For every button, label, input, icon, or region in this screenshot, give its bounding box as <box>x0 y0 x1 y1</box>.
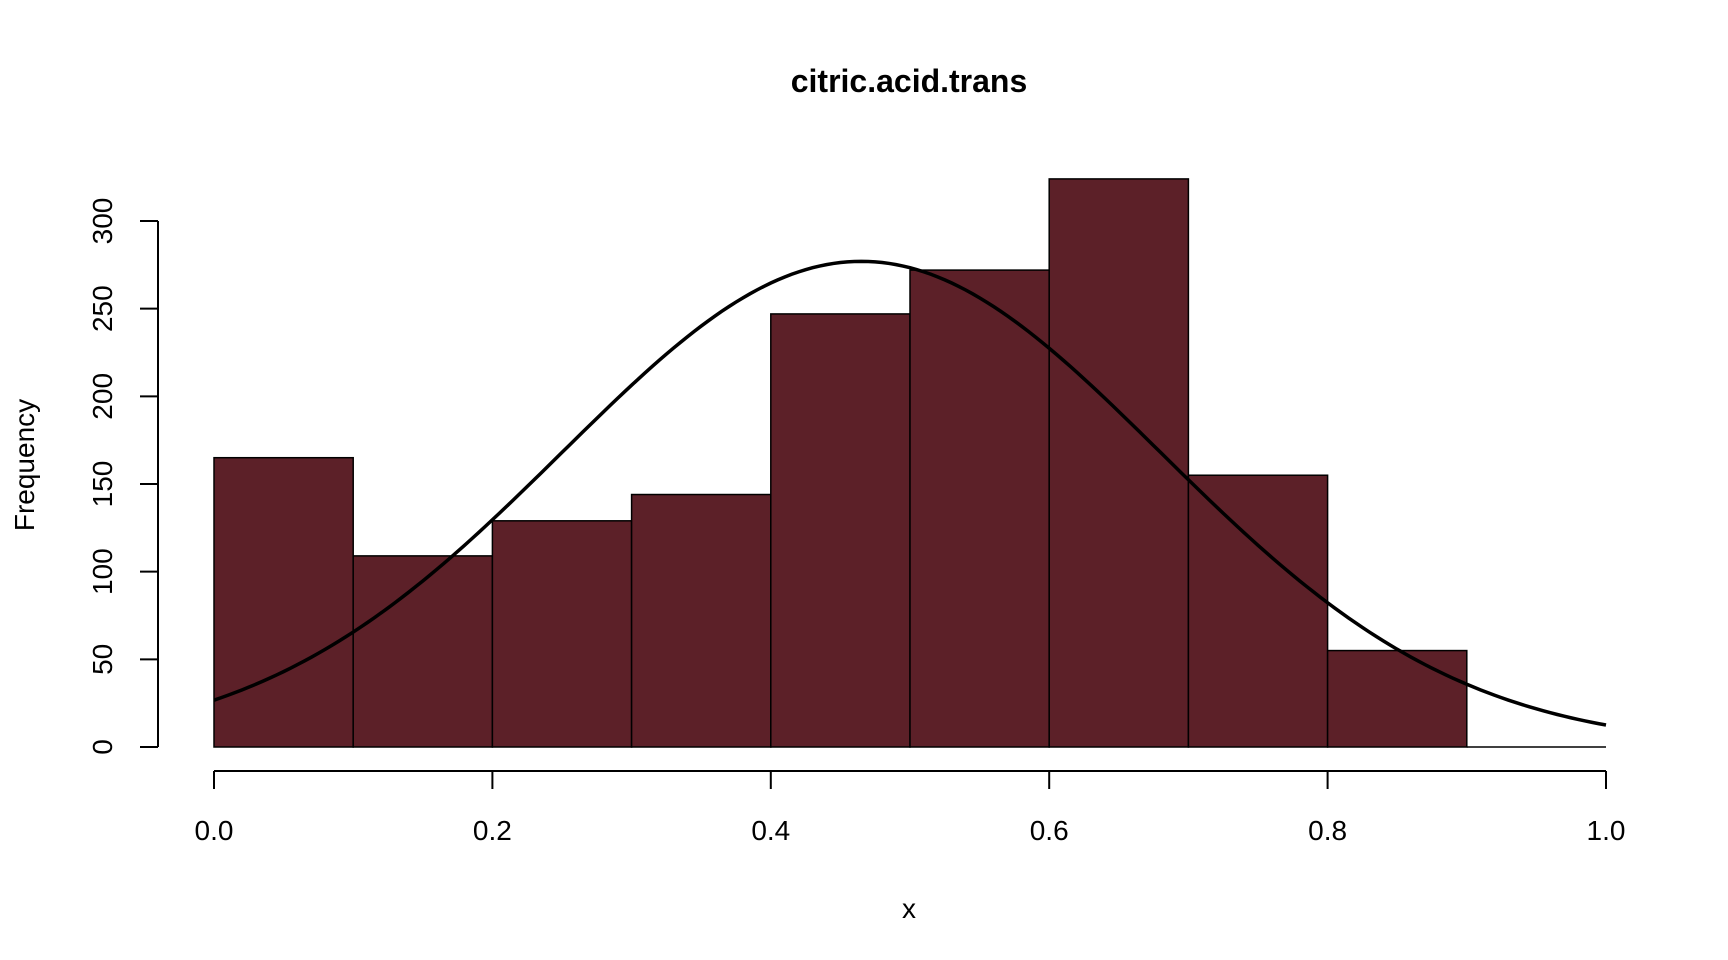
histogram-bar <box>770 313 911 748</box>
x-axis-label: x <box>902 893 916 924</box>
y-tick-label: 0 <box>87 739 118 755</box>
chart-title: citric.acid.trans <box>791 63 1028 99</box>
histogram-bar <box>1326 649 1468 748</box>
histogram-bar <box>1187 474 1329 748</box>
x-tick-label: 0.4 <box>751 815 790 846</box>
y-axis: 0 50 100 150 200 250 300 <box>87 198 159 755</box>
y-tick-label: 100 <box>87 548 118 595</box>
y-axis-label: Frequency <box>9 399 40 531</box>
histogram-bar <box>213 456 354 748</box>
histogram-bar <box>630 493 772 748</box>
histogram-bar <box>909 269 1050 748</box>
y-tick-label: 150 <box>87 461 118 508</box>
x-axis: 0.0 0.2 0.4 0.6 0.8 1.0 <box>195 770 1626 846</box>
y-tick-label: 300 <box>87 198 118 245</box>
histogram-bar <box>1048 178 1190 748</box>
histogram-bar <box>352 555 494 748</box>
density-curve <box>213 259 1607 727</box>
x-tick-label: 0.8 <box>1308 815 1347 846</box>
x-tick-label: 0.6 <box>1030 815 1069 846</box>
bars-group <box>213 178 1606 748</box>
histogram-bar <box>491 520 633 748</box>
y-tick-label: 200 <box>87 373 118 420</box>
y-tick-label: 250 <box>87 285 118 332</box>
y-tick-label: 50 <box>87 644 118 675</box>
x-tick-label: 0.0 <box>195 815 234 846</box>
x-tick-label: 0.2 <box>473 815 512 846</box>
x-tick-label: 1.0 <box>1587 815 1626 846</box>
